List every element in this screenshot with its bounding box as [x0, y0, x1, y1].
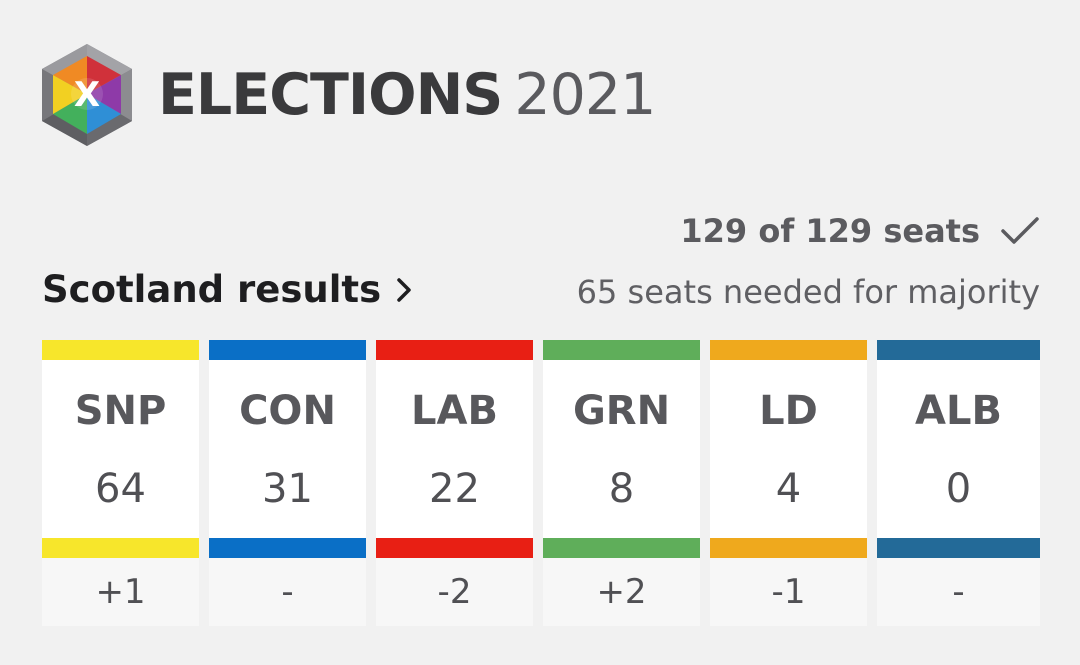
scotland-results-label: Scotland results [42, 268, 382, 311]
party-card-con[interactable]: CON 31 - [209, 340, 366, 626]
chevron-right-icon [397, 277, 411, 302]
party-seats: 8 [608, 466, 635, 512]
seat-change-box: - [209, 558, 366, 626]
party-color-bar [710, 340, 867, 360]
party-color-bar [877, 538, 1040, 558]
party-color-bar [543, 340, 700, 360]
title-year: 2021 [514, 61, 656, 128]
party-name: CON [239, 388, 336, 434]
page-title: ELECTIONS 2021 [158, 66, 656, 124]
seat-change: - [281, 572, 294, 612]
party-color-bar [209, 340, 366, 360]
seat-change: +2 [596, 572, 647, 612]
party-name: LAB [411, 388, 498, 434]
party-results-grid: SNP 64 +1 CON 31 - LAB 22 -2 GRN 8 +2 LD [42, 340, 1040, 626]
title-word: ELECTIONS [158, 61, 503, 128]
seat-change-box: +1 [42, 558, 199, 626]
seat-change: +1 [95, 572, 146, 612]
party-color-bar [710, 538, 867, 558]
seat-change: - [952, 572, 965, 612]
party-color-bar [376, 340, 533, 360]
party-color-bar [42, 538, 199, 558]
party-card-ld[interactable]: LD 4 -1 [710, 340, 867, 626]
seats-declared-text: 129 of 129 seats [680, 212, 980, 250]
party-card-alb[interactable]: ALB 0 - [877, 340, 1040, 626]
party-seats: 64 [95, 466, 146, 512]
party-color-bar [543, 538, 700, 558]
party-card-grn[interactable]: GRN 8 +2 [543, 340, 700, 626]
checkmark-icon [1001, 217, 1039, 244]
logo-letter: X [74, 75, 100, 115]
seat-change-box: -2 [376, 558, 533, 626]
results-row: Scotland results 65 seats needed for maj… [42, 268, 1040, 314]
seat-change-box: +2 [543, 558, 700, 626]
party-card-lab[interactable]: LAB 22 -2 [376, 340, 533, 626]
seat-change-box: -1 [710, 558, 867, 626]
party-seats: 22 [429, 466, 480, 512]
scotland-results-link[interactable]: Scotland results [42, 268, 413, 311]
party-name: GRN [572, 388, 671, 434]
seat-change: -2 [437, 572, 472, 612]
party-card-snp[interactable]: SNP 64 +1 [42, 340, 199, 626]
party-name: LD [759, 388, 818, 434]
party-seats: 0 [945, 466, 972, 512]
party-color-bar [42, 340, 199, 360]
majority-threshold-text: 65 seats needed for majority [576, 273, 1040, 311]
party-color-bar [877, 340, 1040, 360]
seat-change-box: - [877, 558, 1040, 626]
party-color-bar [376, 538, 533, 558]
party-name: SNP [74, 388, 167, 434]
party-seats: 31 [262, 466, 313, 512]
party-name: ALB [915, 388, 1002, 434]
party-seats: 4 [775, 466, 802, 512]
elections-logo-icon: X [40, 42, 134, 148]
header: X ELECTIONS 2021 [40, 42, 656, 148]
seat-change: -1 [771, 572, 806, 612]
seats-declared-status: 129 of 129 seats [680, 212, 1040, 250]
party-color-bar [209, 538, 366, 558]
